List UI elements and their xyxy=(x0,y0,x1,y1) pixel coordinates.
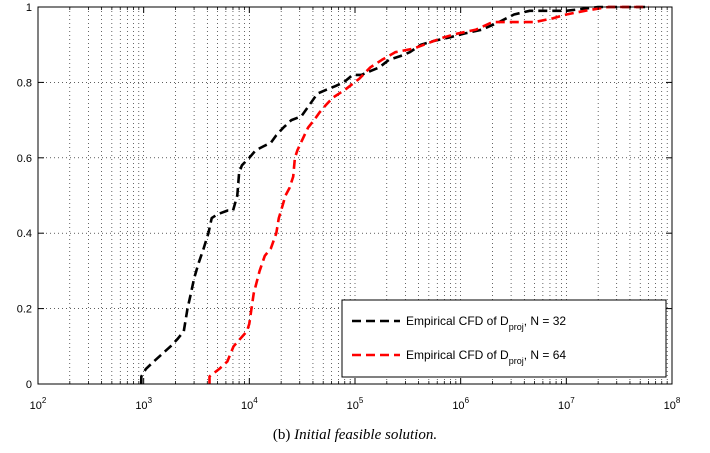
y-tick-label: 0 xyxy=(26,379,32,391)
axis-ticks xyxy=(37,6,673,385)
y-tick-label: 0.2 xyxy=(17,304,32,316)
y-tick-label: 0.4 xyxy=(17,228,32,240)
legend-entry: Empirical CFD of Dproj, N = 32 xyxy=(406,314,566,332)
y-tick-label: 1 xyxy=(26,2,32,14)
series-line xyxy=(208,5,649,384)
y-tick-label: 0.6 xyxy=(17,153,32,165)
chart-canvas: 102 103 104 105 106 107 108 0 0.2 0.4 0.6 0.8 1 Emp… xyxy=(17,2,681,412)
grid-lines xyxy=(38,7,672,384)
caption-label: (b) xyxy=(272,427,291,443)
legend: Empirical CFD of Dproj, N = 32 Empirical … xyxy=(341,299,667,378)
figure-caption: (b) Initial feasible solution. xyxy=(0,427,710,444)
series-line xyxy=(140,5,649,384)
legend-box xyxy=(341,299,667,378)
legend-entry: Empirical CFD of Dproj, N = 64 xyxy=(406,348,566,366)
caption-title: Initial feasible solution. xyxy=(294,427,438,443)
x-tick-label: 102 xyxy=(30,396,47,412)
x-tick-label: 105 xyxy=(347,396,364,412)
x-tick-label: 103 xyxy=(135,396,152,412)
x-tick-label: 108 xyxy=(664,396,681,412)
y-axis-tick-labels: 0 0.2 0.4 0.6 0.8 1 xyxy=(17,2,32,391)
series-0 xyxy=(140,5,649,384)
series-layer xyxy=(140,5,649,384)
x-axis-tick-labels: 102 103 104 105 106 107 108 xyxy=(30,396,681,412)
x-tick-label: 104 xyxy=(241,396,258,412)
series-1 xyxy=(208,5,649,384)
x-tick-label: 107 xyxy=(558,396,575,412)
x-tick-label: 106 xyxy=(452,396,469,412)
y-tick-label: 0.8 xyxy=(17,77,32,89)
